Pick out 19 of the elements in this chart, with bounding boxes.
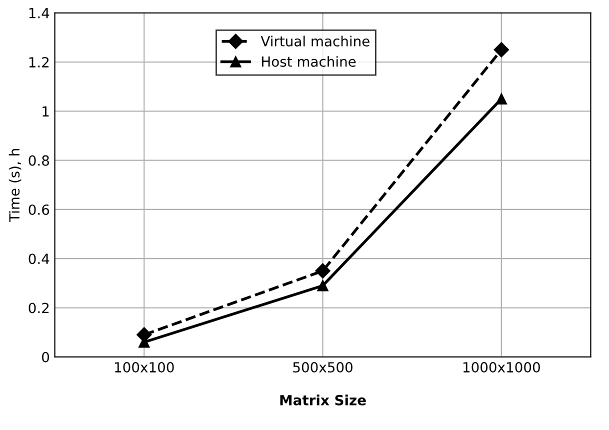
x-tick-label: 500x500: [293, 362, 352, 373]
y-tick-label: 0: [42, 352, 50, 362]
y-tick-label: 0.6: [28, 204, 50, 215]
y-tick-label: 1.4: [29, 8, 50, 18]
x-axis-title: Matrix Size: [280, 394, 366, 406]
y-tick-label: 0.2: [28, 302, 49, 314]
x-tick-label: 100x100: [115, 362, 174, 373]
x-tick-label: 1000x1000: [463, 362, 540, 373]
y-tick-label: 1: [42, 106, 49, 116]
point: [315, 263, 330, 278]
y-tick-label: 0.4: [28, 254, 50, 264]
point: [494, 42, 509, 58]
y-tick-label: 1.2: [29, 57, 49, 68]
y-axis-title: Time (s), h: [8, 149, 22, 222]
legend-label: Virtual machine: [260, 36, 370, 46]
legend-label: Host machine: [262, 56, 356, 67]
point: [317, 280, 328, 292]
y-tick-label: 0.8: [28, 155, 49, 166]
point: [496, 93, 507, 104]
